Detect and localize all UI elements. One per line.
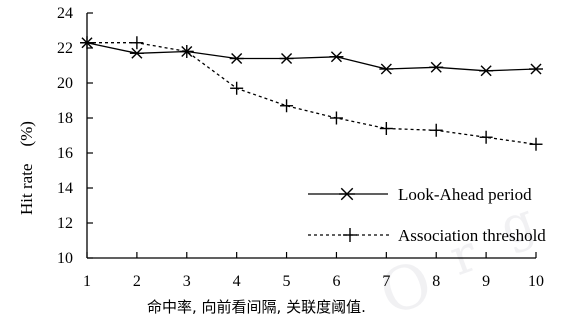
x-tick-label: 4	[233, 273, 241, 290]
x-tick-label: 10	[528, 273, 544, 290]
legend: Look-Ahead period Association threshold	[308, 185, 546, 245]
data-point-asterisk	[379, 63, 394, 75]
y-tick-label: 16	[57, 145, 73, 162]
legend-plus-icon	[343, 228, 357, 242]
legend-asterisk-icon	[339, 187, 355, 201]
legend-entry-look-ahead: Look-Ahead period	[308, 185, 532, 204]
x-tick-label: 1	[83, 273, 91, 290]
data-point-asterisk	[529, 63, 543, 75]
data-point-plus	[280, 99, 294, 113]
y-tick-label: 22	[57, 40, 73, 57]
axes	[86, 13, 536, 259]
data-point-asterisk	[129, 47, 144, 59]
y-axis-title: Hit rate (%)	[17, 121, 36, 215]
watermark-decoration: O r g	[371, 191, 542, 322]
series-markers	[80, 36, 543, 151]
data-point-plus	[80, 36, 94, 50]
y-tick-label: 20	[57, 75, 73, 92]
data-point-asterisk	[229, 52, 244, 65]
x-tick-label: 5	[283, 273, 291, 290]
y-tick-label: 18	[57, 110, 73, 127]
data-point-asterisk	[279, 52, 294, 65]
series-line-association	[87, 42, 537, 145]
x-tick-label: 8	[432, 273, 440, 290]
series-lines	[86, 42, 537, 145]
x-tick-label: 7	[382, 273, 390, 290]
legend-marker-asterisk-icon	[339, 187, 355, 201]
legend-label-association: Association threshold	[398, 226, 546, 245]
x-axis-ticks: 1 2 3 4 5 6 7 8 9 10	[83, 252, 544, 290]
data-point-asterisk	[479, 65, 494, 77]
data-point-plus	[529, 137, 543, 151]
data-point-asterisk	[329, 51, 344, 63]
data-point-plus	[479, 130, 493, 144]
x-tick-label: 2	[133, 273, 141, 290]
legend-label-look-ahead: Look-Ahead period	[398, 185, 532, 204]
x-tick-label: 6	[332, 273, 340, 290]
legend-entry-association: Association threshold	[308, 226, 546, 245]
data-point-plus	[429, 123, 443, 137]
data-point-plus	[329, 111, 343, 125]
data-point-asterisk	[429, 61, 444, 73]
data-point-plus	[230, 81, 244, 95]
x-tick-label: 3	[183, 273, 191, 290]
series-line-look-ahead	[86, 42, 537, 72]
x-tick-label: 9	[482, 273, 490, 290]
legend-marker-plus-icon	[343, 228, 357, 242]
y-tick-label: 14	[57, 180, 73, 197]
x-axis-title: 命中率, 向前看间隔, 关联度阈值.	[147, 298, 366, 316]
data-point-plus	[379, 122, 393, 135]
y-tick-label: 10	[57, 250, 73, 267]
y-tick-label: 12	[57, 215, 73, 232]
data-point-plus	[180, 45, 194, 58]
y-tick-label: 24	[57, 5, 73, 22]
y-axis-ticks: 10 12 14 16 18 20 22 24	[57, 5, 93, 267]
data-point-plus	[130, 36, 144, 50]
